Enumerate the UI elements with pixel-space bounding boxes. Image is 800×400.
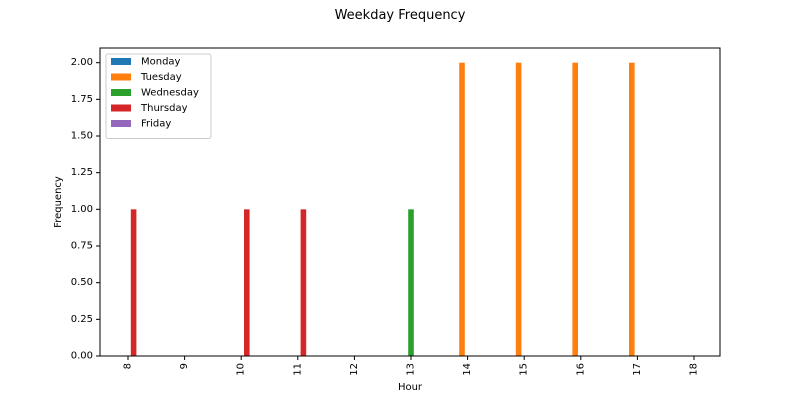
legend-swatch-thursday xyxy=(111,104,131,112)
y-tick-label: 1.00 xyxy=(71,204,93,215)
x-tick-label: 14 xyxy=(462,363,473,376)
x-tick-label: 15 xyxy=(519,363,530,376)
x-tick-label: 11 xyxy=(292,363,303,376)
y-axis: 0.00 0.25 0.50 0.75 1.00 1.25 1.50 1.75 2.00 xyxy=(71,57,100,362)
bar-tuesday-17 xyxy=(629,62,635,357)
legend-label-thursday: Thursday xyxy=(140,103,188,114)
y-tick-label: 0.75 xyxy=(71,241,93,252)
y-axis-title: Frequency xyxy=(53,176,64,228)
legend-box xyxy=(105,53,212,139)
y-tick-label: 0.25 xyxy=(71,314,93,325)
plot-area xyxy=(130,62,635,357)
y-tick-label: 1.25 xyxy=(71,167,93,178)
y-tick-label: 2.00 xyxy=(71,57,93,68)
plot-frame xyxy=(99,47,721,357)
x-axis-title: Hour xyxy=(398,382,423,393)
x-tick-label: 18 xyxy=(689,363,700,376)
x-tick-label: 9 xyxy=(179,363,190,369)
legend-label-monday: Monday xyxy=(141,57,181,68)
x-tick-label: 13 xyxy=(406,363,417,376)
legend-swatch-wednesday xyxy=(111,89,131,96)
legend-swatch-friday xyxy=(111,120,131,127)
bar-wednesday-13 xyxy=(408,209,414,356)
bar-tuesday-16 xyxy=(572,62,578,357)
x-tick-label: 10 xyxy=(236,363,247,376)
x-tick-label: 8 xyxy=(123,363,134,369)
bar-tuesday-14 xyxy=(459,62,465,357)
y-tick-label: 0.00 xyxy=(71,351,93,362)
legend: Monday Tuesday Wednesday Thursday Friday xyxy=(105,53,212,139)
bar-tuesday-15 xyxy=(515,62,522,357)
x-tick-label: 12 xyxy=(349,363,360,376)
x-tick-label: 16 xyxy=(575,363,586,376)
legend-label-friday: Friday xyxy=(141,119,171,130)
legend-swatch-tuesday xyxy=(111,73,131,81)
x-axis: 8 9 10 11 12 13 14 15 16 17 18 xyxy=(123,356,700,376)
bar-thursday-10 xyxy=(244,209,250,356)
x-tick-label: 17 xyxy=(632,363,643,376)
chart-title: Weekday Frequency xyxy=(335,8,466,23)
legend-label-tuesday: Tuesday xyxy=(140,72,182,83)
y-tick-label: 0.50 xyxy=(71,277,93,288)
legend-label-wednesday: Wednesday xyxy=(141,88,199,99)
bar-thursday-8 xyxy=(130,209,137,356)
y-tick-label: 1.75 xyxy=(71,94,93,105)
legend-swatch-monday xyxy=(111,58,131,65)
y-tick-label: 1.50 xyxy=(71,131,93,142)
bar-thursday-11 xyxy=(300,209,307,356)
